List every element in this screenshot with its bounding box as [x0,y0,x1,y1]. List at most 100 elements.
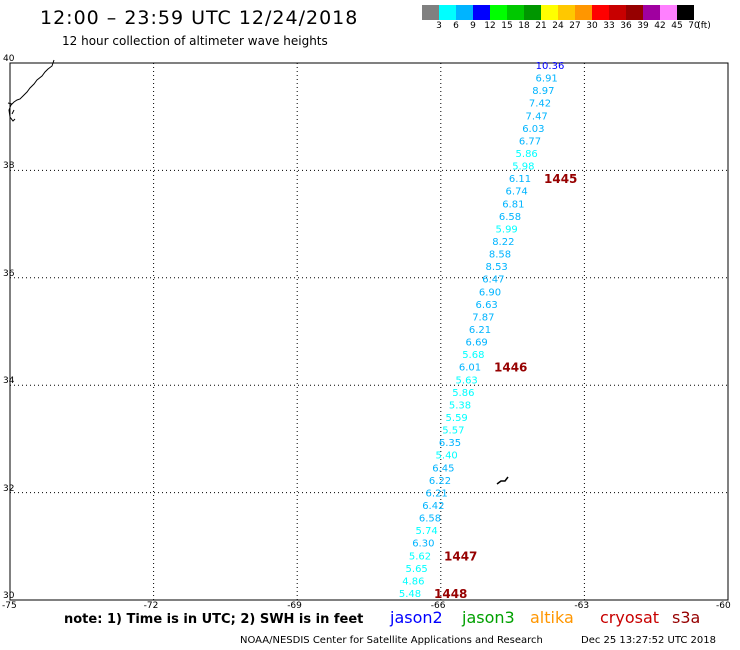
wave-height-label: 5.38 [449,400,471,411]
pass-time-label: 1447 [444,549,477,563]
wave-height-label: 6.45 [432,463,454,474]
legend-swatch [507,5,524,20]
legend-label: 70 [688,21,700,31]
legend-label: 45 [671,21,683,31]
bermuda-island [496,476,509,485]
longitude-label: -72 [143,601,159,611]
legend-label: 18 [518,21,530,31]
latitude-label: 34 [3,376,15,387]
legend-label: 39 [637,21,649,31]
page-title: 12:00 – 23:59 UTC 12/24/2018 [40,7,359,29]
wave-height-label: 6.91 [536,74,558,85]
wave-height-label: 7.47 [526,111,548,122]
pass-time-label: 1446 [494,361,527,375]
latitude-label: 38 [3,161,15,172]
legend-label: 15 [501,21,513,31]
legend-label: 36 [620,21,632,31]
satellite-s3a: s3a [672,608,701,627]
legend-label: 3 [436,21,442,31]
legend-swatch [456,5,473,20]
wave-height-label: 5.98 [512,162,534,173]
legend-swatch [643,5,660,20]
wave-height-label: 10.36 [536,61,565,72]
latitude-label: 32 [3,483,15,494]
generated-timestamp: Dec 25 13:27:52 UTC 2018 [581,635,716,646]
legend-label: (ft) [697,21,711,31]
page-subtitle: 12 hour collection of altimeter wave hei… [62,34,328,48]
legend-swatch [575,5,592,20]
legend-label: 12 [484,21,496,31]
wave-height-label: 6.77 [519,136,541,147]
pass-time-labels: 1445 1446 1447 1448 [434,172,577,601]
legend-swatch [660,5,677,20]
longitude-label: -66 [430,601,446,611]
wave-height-label: 4.86 [402,576,424,587]
wave-height-label: 6.81 [502,199,524,210]
legend-swatch [541,5,558,20]
map-frame [9,62,729,601]
wave-height-label: 5.99 [496,224,518,235]
wave-height-label: 5.86 [452,388,474,399]
latitude-label: 36 [3,268,15,279]
pass-time-label: 1445 [544,172,577,186]
longitude-label: -60 [716,601,731,611]
wave-height-label: 6.01 [459,363,481,374]
wave-height-label: 8.97 [532,86,554,97]
wave-height-label: 7.87 [472,312,494,323]
legend-label: 24 [552,21,564,31]
wave-height-label: 6.21 [469,325,491,336]
longitude-label: -75 [2,601,17,611]
wave-height-label: 6.47 [482,275,504,286]
wave-height-label: 6.30 [412,539,434,550]
wave-height-label: 5.86 [516,149,538,160]
legend-swatch [439,5,456,20]
satellite-jason3: jason3 [462,608,515,627]
wave-height-label: 6.63 [476,300,498,311]
map-grid [10,63,728,600]
altimeter-track: 10.36 6.918.97 7.427.47 6.036.77 5.86 5.986.1… [399,61,564,600]
wave-height-label: 6.03 [522,124,544,135]
wave-height-label: 6.74 [506,187,528,198]
coastline [7,59,55,122]
pass-time-label: 1448 [434,587,467,601]
legend-swatch [490,5,507,20]
satellite-jason2: jason2 [390,608,443,627]
wave-height-label: 5.74 [416,526,438,537]
credit-text: NOAA/NESDIS Center for Satellite Applica… [240,635,543,646]
wave-height-label: 6.58 [499,212,521,223]
legend-swatch [422,5,439,20]
wave-height-label: 5.57 [442,426,464,437]
wave-height-label: 5.62 [409,551,431,562]
legend-swatch [677,5,694,20]
legend-swatch [524,5,541,20]
legend-swatch [592,5,609,20]
legend-label: 6 [453,21,459,31]
satellite-cryosat: cryosat [600,608,660,627]
legend-label: 21 [535,21,547,31]
wave-height-label: 6.58 [419,514,441,525]
legend-swatch [609,5,626,20]
wave-height-label: 6.22 [429,476,451,487]
latitude-label: 30 [3,591,15,601]
legend-label: 42 [654,21,666,31]
wave-height-label: 8.53 [486,262,508,273]
satellite-altika: altika [530,608,574,627]
wave-height-label: 6.11 [509,174,531,185]
wave-height-label: 6.42 [422,501,444,512]
legend-swatch [473,5,490,20]
wave-height-label: 8.22 [492,237,514,248]
legend-label: 30 [586,21,598,31]
wave-height-label: 8.58 [489,250,511,261]
latitude-label: 40 [3,54,15,64]
wave-height-label: 5.40 [436,451,458,462]
wave-height-label: 6.21 [426,488,448,499]
wave-height-label: 5.59 [446,413,468,424]
longitude-label: -69 [287,601,302,611]
legend-label: 27 [569,21,581,31]
wave-height-label: 5.63 [456,375,478,386]
wave-height-label: 7.42 [529,99,551,110]
wave-height-label: 5.65 [406,564,428,575]
color-legend [422,5,694,20]
longitude-label: -63 [574,601,590,611]
